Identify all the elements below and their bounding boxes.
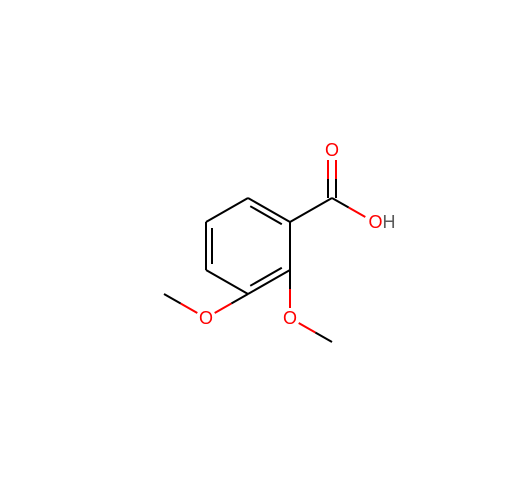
svg-text:OH: OH	[368, 212, 395, 232]
molecule-svg: O OH O O	[0, 0, 532, 500]
svg-text:O: O	[325, 140, 339, 160]
svg-text:O: O	[283, 308, 297, 328]
molecule-diagram: O OH O O	[0, 0, 532, 500]
svg-text:O: O	[199, 308, 213, 328]
